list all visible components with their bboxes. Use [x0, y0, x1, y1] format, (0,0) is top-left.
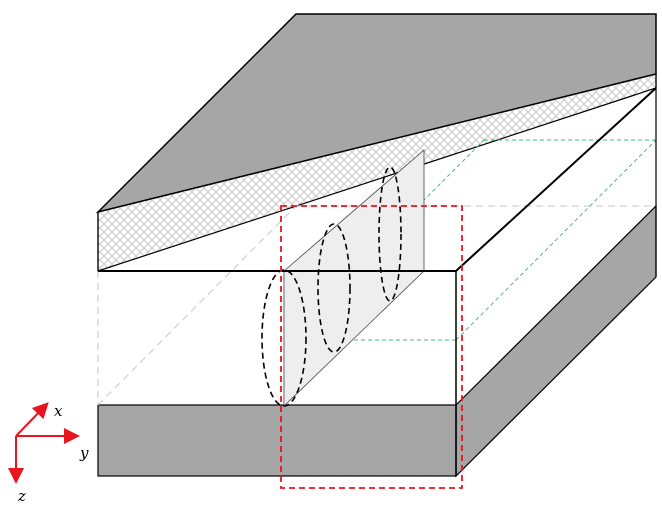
ellipse-front: [261, 269, 307, 407]
ellipse-back: [378, 166, 402, 302]
red-focus-box: [280, 205, 463, 489]
coordinate-axes: [8, 402, 80, 484]
cross-section-ellipses: [261, 166, 402, 407]
y-axis-label: y: [79, 444, 89, 462]
right-slab-face: [455, 204, 657, 478]
block-outline: [97, 74, 657, 476]
x-axis-arrow: [15, 402, 49, 437]
front-slab-face: [97, 404, 457, 477]
x-axis-label: x: [54, 402, 63, 420]
ellipse-middle: [317, 223, 351, 353]
z-axis-label: z: [17, 487, 26, 505]
